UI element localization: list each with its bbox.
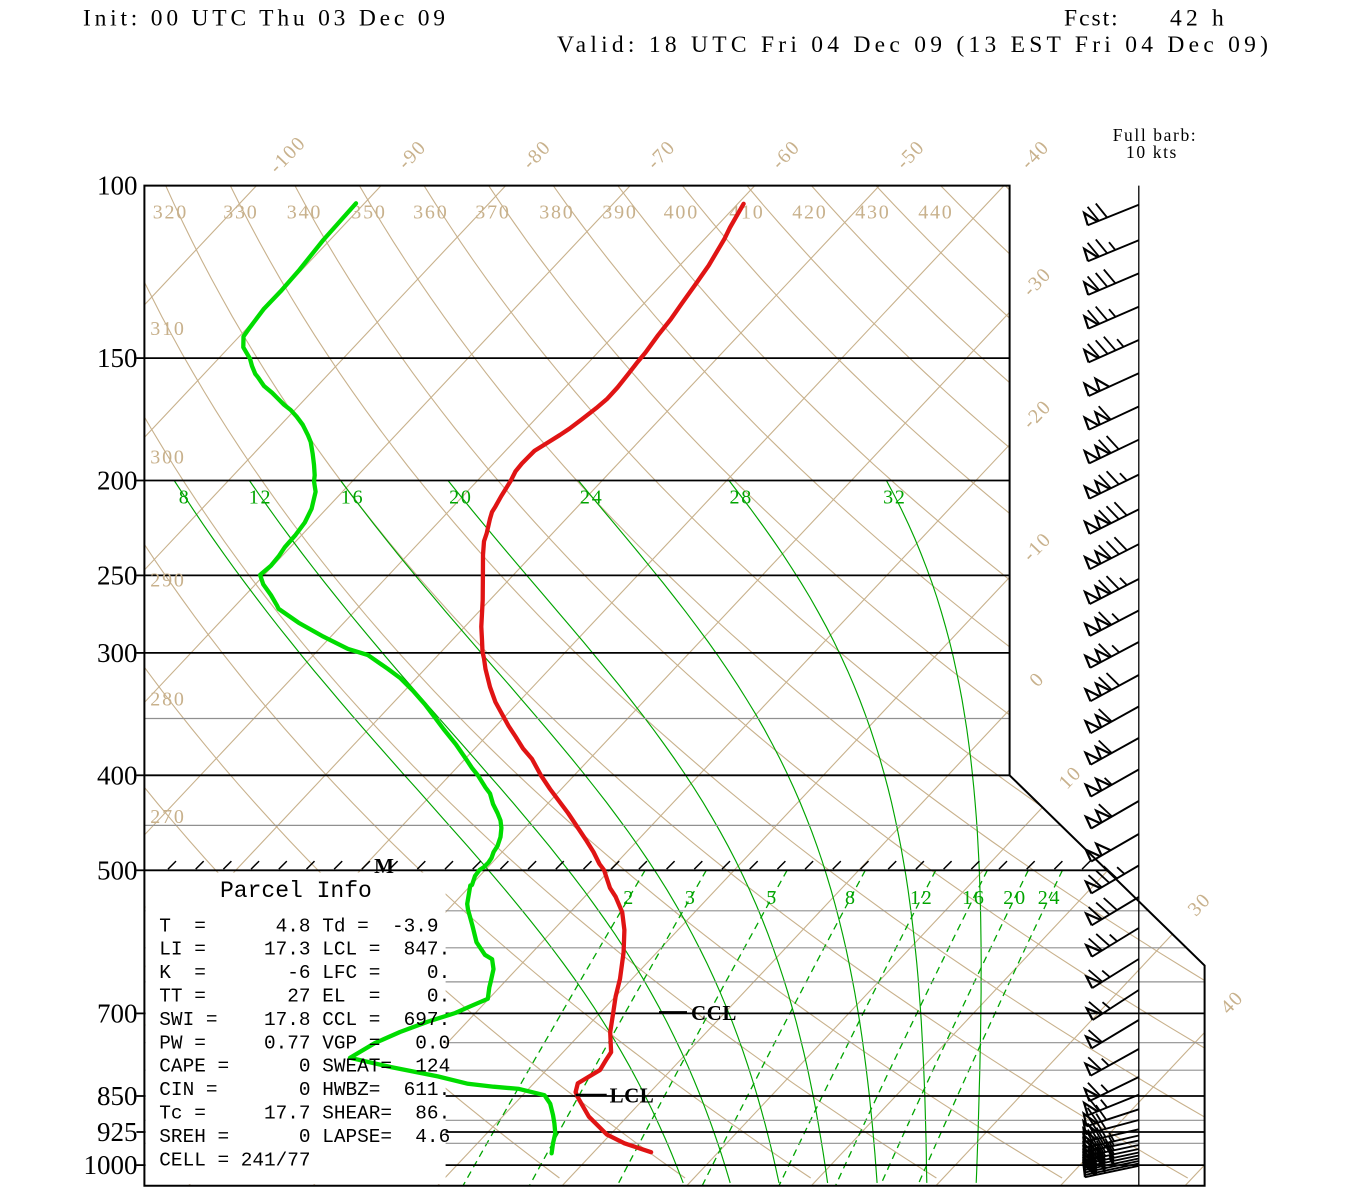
svg-text:310: 310 <box>150 318 185 340</box>
svg-text:32: 32 <box>883 487 907 509</box>
svg-text:CELL = 241/77: CELL = 241/77 <box>159 1149 310 1171</box>
svg-text:20: 20 <box>449 487 473 509</box>
svg-text:Full barb:: Full barb: <box>1113 125 1198 145</box>
svg-text:SWI = 17.8 CCL = 697.: SWI = 17.8 CCL = 697. <box>159 1009 450 1031</box>
svg-text:200: 200 <box>97 466 138 496</box>
svg-text:350: 350 <box>351 202 386 224</box>
svg-text:20: 20 <box>1003 887 1027 909</box>
svg-text:150: 150 <box>97 343 138 373</box>
svg-text:CCL: CCL <box>691 1001 737 1025</box>
svg-text:Valid: 18 UTC Fri 04 Dec 09 (1: Valid: 18 UTC Fri 04 Dec 09 (13 EST Fri … <box>557 32 1268 58</box>
svg-text:5: 5 <box>766 887 778 909</box>
svg-text:8: 8 <box>845 887 857 909</box>
svg-text:CAPE = 0 SWEAT= 124: CAPE = 0 SWEAT= 124 <box>159 1056 450 1078</box>
svg-text:12: 12 <box>910 887 934 909</box>
svg-text:420: 420 <box>792 202 827 224</box>
svg-text:300: 300 <box>150 447 185 469</box>
svg-text:-80: -80 <box>518 136 555 174</box>
svg-text:CIN = 0 HWBZ= 611.: CIN = 0 HWBZ= 611. <box>159 1079 450 1101</box>
svg-text:-60: -60 <box>767 136 804 174</box>
svg-text:850: 850 <box>97 1081 138 1111</box>
svg-text:340: 340 <box>287 202 322 224</box>
svg-text:-30: -30 <box>1018 263 1055 301</box>
svg-text:-20: -20 <box>1018 396 1055 434</box>
svg-text:300: 300 <box>97 638 138 668</box>
svg-text:400: 400 <box>97 760 138 790</box>
svg-text:430: 430 <box>855 202 890 224</box>
svg-text:-70: -70 <box>643 136 680 174</box>
svg-text:Tc = 17.7 SHEAR= 86.: Tc = 17.7 SHEAR= 86. <box>159 1103 450 1125</box>
svg-text:42 h: 42 h <box>1170 6 1228 32</box>
svg-text:500: 500 <box>97 855 138 885</box>
svg-text:LCL: LCL <box>610 1084 655 1108</box>
svg-text:320: 320 <box>153 202 188 224</box>
svg-text:PW = 0.77 VGP = 0.0: PW = 0.77 VGP = 0.0 <box>159 1032 450 1054</box>
svg-text:270: 270 <box>150 806 185 828</box>
svg-text:400: 400 <box>664 202 699 224</box>
svg-text:Fcst:: Fcst: <box>1064 6 1120 32</box>
svg-text:925: 925 <box>97 1117 138 1147</box>
svg-text:30: 30 <box>1184 889 1216 921</box>
svg-text:250: 250 <box>97 560 138 590</box>
svg-text:10: 10 <box>1054 762 1086 794</box>
svg-text:-40: -40 <box>1016 136 1053 174</box>
svg-text:40: 40 <box>1216 987 1248 1019</box>
svg-text:-10: -10 <box>1018 528 1055 566</box>
svg-text:Parcel Info: Parcel Info <box>220 878 372 904</box>
svg-text:100: 100 <box>97 171 138 201</box>
svg-text:290: 290 <box>150 569 185 591</box>
svg-text:24: 24 <box>1038 887 1062 909</box>
svg-text:Init: 00 UTC Thu 03 Dec 09: Init: 00 UTC Thu 03 Dec 09 <box>83 6 445 32</box>
svg-text:T = 4.8 Td = -3.9: T = 4.8 Td = -3.9 <box>159 915 438 937</box>
svg-text:16: 16 <box>962 887 986 909</box>
svg-text:280: 280 <box>150 689 185 711</box>
svg-text:390: 390 <box>602 202 637 224</box>
svg-text:M: M <box>374 854 394 878</box>
svg-text:380: 380 <box>539 202 574 224</box>
svg-text:-90: -90 <box>394 136 431 174</box>
svg-text:16: 16 <box>341 487 365 509</box>
svg-text:10 kts: 10 kts <box>1126 142 1178 162</box>
svg-text:330: 330 <box>223 202 258 224</box>
svg-text:K = -6 LFC = 0.: K = -6 LFC = 0. <box>159 962 450 984</box>
svg-text:360: 360 <box>413 202 448 224</box>
svg-text:0: 0 <box>1025 668 1049 692</box>
svg-text:1000: 1000 <box>84 1150 138 1180</box>
svg-text:12: 12 <box>249 487 273 509</box>
svg-text:-50: -50 <box>892 136 929 174</box>
svg-text:LI = 17.3 LCL = 847.: LI = 17.3 LCL = 847. <box>159 939 450 961</box>
svg-text:2: 2 <box>623 887 635 909</box>
svg-text:700: 700 <box>97 998 138 1028</box>
svg-text:-100: -100 <box>265 132 310 178</box>
svg-text:SREH = 0 LAPSE= 4.6: SREH = 0 LAPSE= 4.6 <box>159 1126 450 1148</box>
svg-text:3: 3 <box>685 887 697 909</box>
svg-text:8: 8 <box>179 487 191 509</box>
svg-text:370: 370 <box>475 202 510 224</box>
svg-text:28: 28 <box>729 487 753 509</box>
svg-text:TT = 27 EL = 0.: TT = 27 EL = 0. <box>159 986 450 1008</box>
svg-text:440: 440 <box>918 202 953 224</box>
svg-text:24: 24 <box>580 487 604 509</box>
